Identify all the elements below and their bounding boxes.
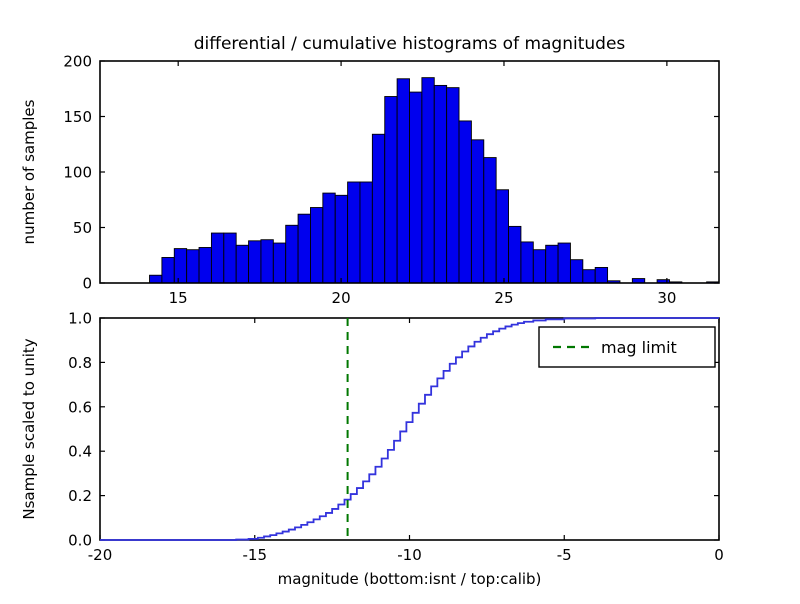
histogram-bar	[495, 189, 509, 284]
x-tick-label: 25	[494, 289, 513, 307]
x-tick-label: -15	[243, 546, 268, 564]
histogram-bar	[446, 87, 460, 284]
histogram-bar	[310, 207, 324, 284]
cumulative-curve	[100, 317, 719, 541]
histogram-bar	[483, 157, 497, 284]
histogram-bar	[594, 267, 609, 284]
histogram-bar	[260, 239, 274, 284]
y-tick-label: 0.6	[68, 398, 92, 416]
bottom-panel-xlabel: magnitude (bottom:isnt / top:calib)	[278, 570, 542, 588]
histogram-bar	[198, 247, 212, 284]
histogram-bar	[458, 120, 472, 284]
histogram-bar	[272, 242, 287, 284]
y-tick-label: 50	[73, 219, 92, 237]
histogram-bar	[235, 244, 250, 284]
histogram-bar	[248, 240, 262, 284]
bottom-panel-tick-labels: -20 -15 -10 -5 0 0.0 0.2 0.4 0.6 0.8 1.0	[68, 310, 724, 565]
x-tick-label: 20	[332, 289, 351, 307]
histogram-bar	[359, 181, 373, 284]
histogram-bar	[384, 96, 398, 284]
histogram-bar	[569, 259, 584, 284]
histogram-bar	[161, 257, 175, 284]
top-panel-tick-labels: 15 20 25 30 0 50 100 150 200	[63, 53, 676, 308]
legend-background	[538, 326, 716, 368]
top-panel-histogram: 15 20 25 30 0 50 100 150 200 number of samples d…	[20, 34, 720, 308]
histogram-bar	[545, 244, 559, 284]
histogram-bar	[186, 249, 200, 284]
top-panel-ticks	[100, 60, 719, 284]
histogram-bar	[532, 249, 547, 284]
histogram-bar	[322, 192, 336, 284]
legend-box[interactable]: mag limit	[538, 326, 716, 368]
y-tick-label: 0.0	[68, 532, 92, 550]
histogram-bar	[285, 224, 299, 284]
histogram-bars	[149, 77, 720, 284]
y-tick-label: 0	[82, 275, 92, 293]
chart-title: differential / cumulative histograms of …	[194, 34, 626, 54]
histogram-bar	[149, 274, 163, 284]
x-tick-label: 30	[657, 289, 676, 307]
y-tick-label: 100	[63, 164, 92, 182]
x-tick-label: -5	[557, 546, 572, 564]
y-tick-label: 0.2	[68, 487, 92, 505]
histogram-bar	[409, 91, 423, 284]
histogram-bar	[210, 232, 225, 284]
bottom-panel-cumulative: -20 -15 -10 -5 0 0.0 0.2 0.4 0.6 0.8 1.0 Nsample s…	[20, 310, 724, 589]
histogram-bar	[520, 241, 534, 284]
histogram-bar	[433, 84, 448, 284]
histogram-bar	[508, 225, 522, 284]
histogram-bar	[470, 139, 485, 284]
histogram-bar	[334, 194, 349, 284]
histogram-bar	[396, 78, 410, 284]
histogram-bar	[421, 77, 435, 284]
histogram-bar	[347, 181, 361, 284]
histogram-bar	[297, 213, 311, 284]
histogram-bar	[223, 232, 237, 284]
y-tick-label: 1.0	[68, 310, 92, 328]
y-tick-label: 0.4	[68, 443, 92, 461]
x-tick-label: 0	[714, 546, 724, 564]
x-tick-label: -10	[397, 546, 422, 564]
x-tick-label: -20	[88, 546, 113, 564]
legend-label-mag-limit: mag limit	[601, 338, 677, 357]
histogram-bar	[557, 242, 571, 284]
top-panel-ylabel: number of samples	[20, 99, 38, 244]
x-tick-label: 15	[169, 289, 188, 307]
histogram-bar	[371, 133, 386, 284]
y-tick-label: 150	[63, 108, 92, 126]
histogram-bar	[173, 248, 188, 284]
y-tick-label: 200	[63, 53, 92, 71]
histogram-bar	[582, 269, 596, 284]
y-tick-label: 0.8	[68, 354, 92, 372]
bottom-panel-ylabel: Nsample scaled to unity	[20, 338, 38, 519]
